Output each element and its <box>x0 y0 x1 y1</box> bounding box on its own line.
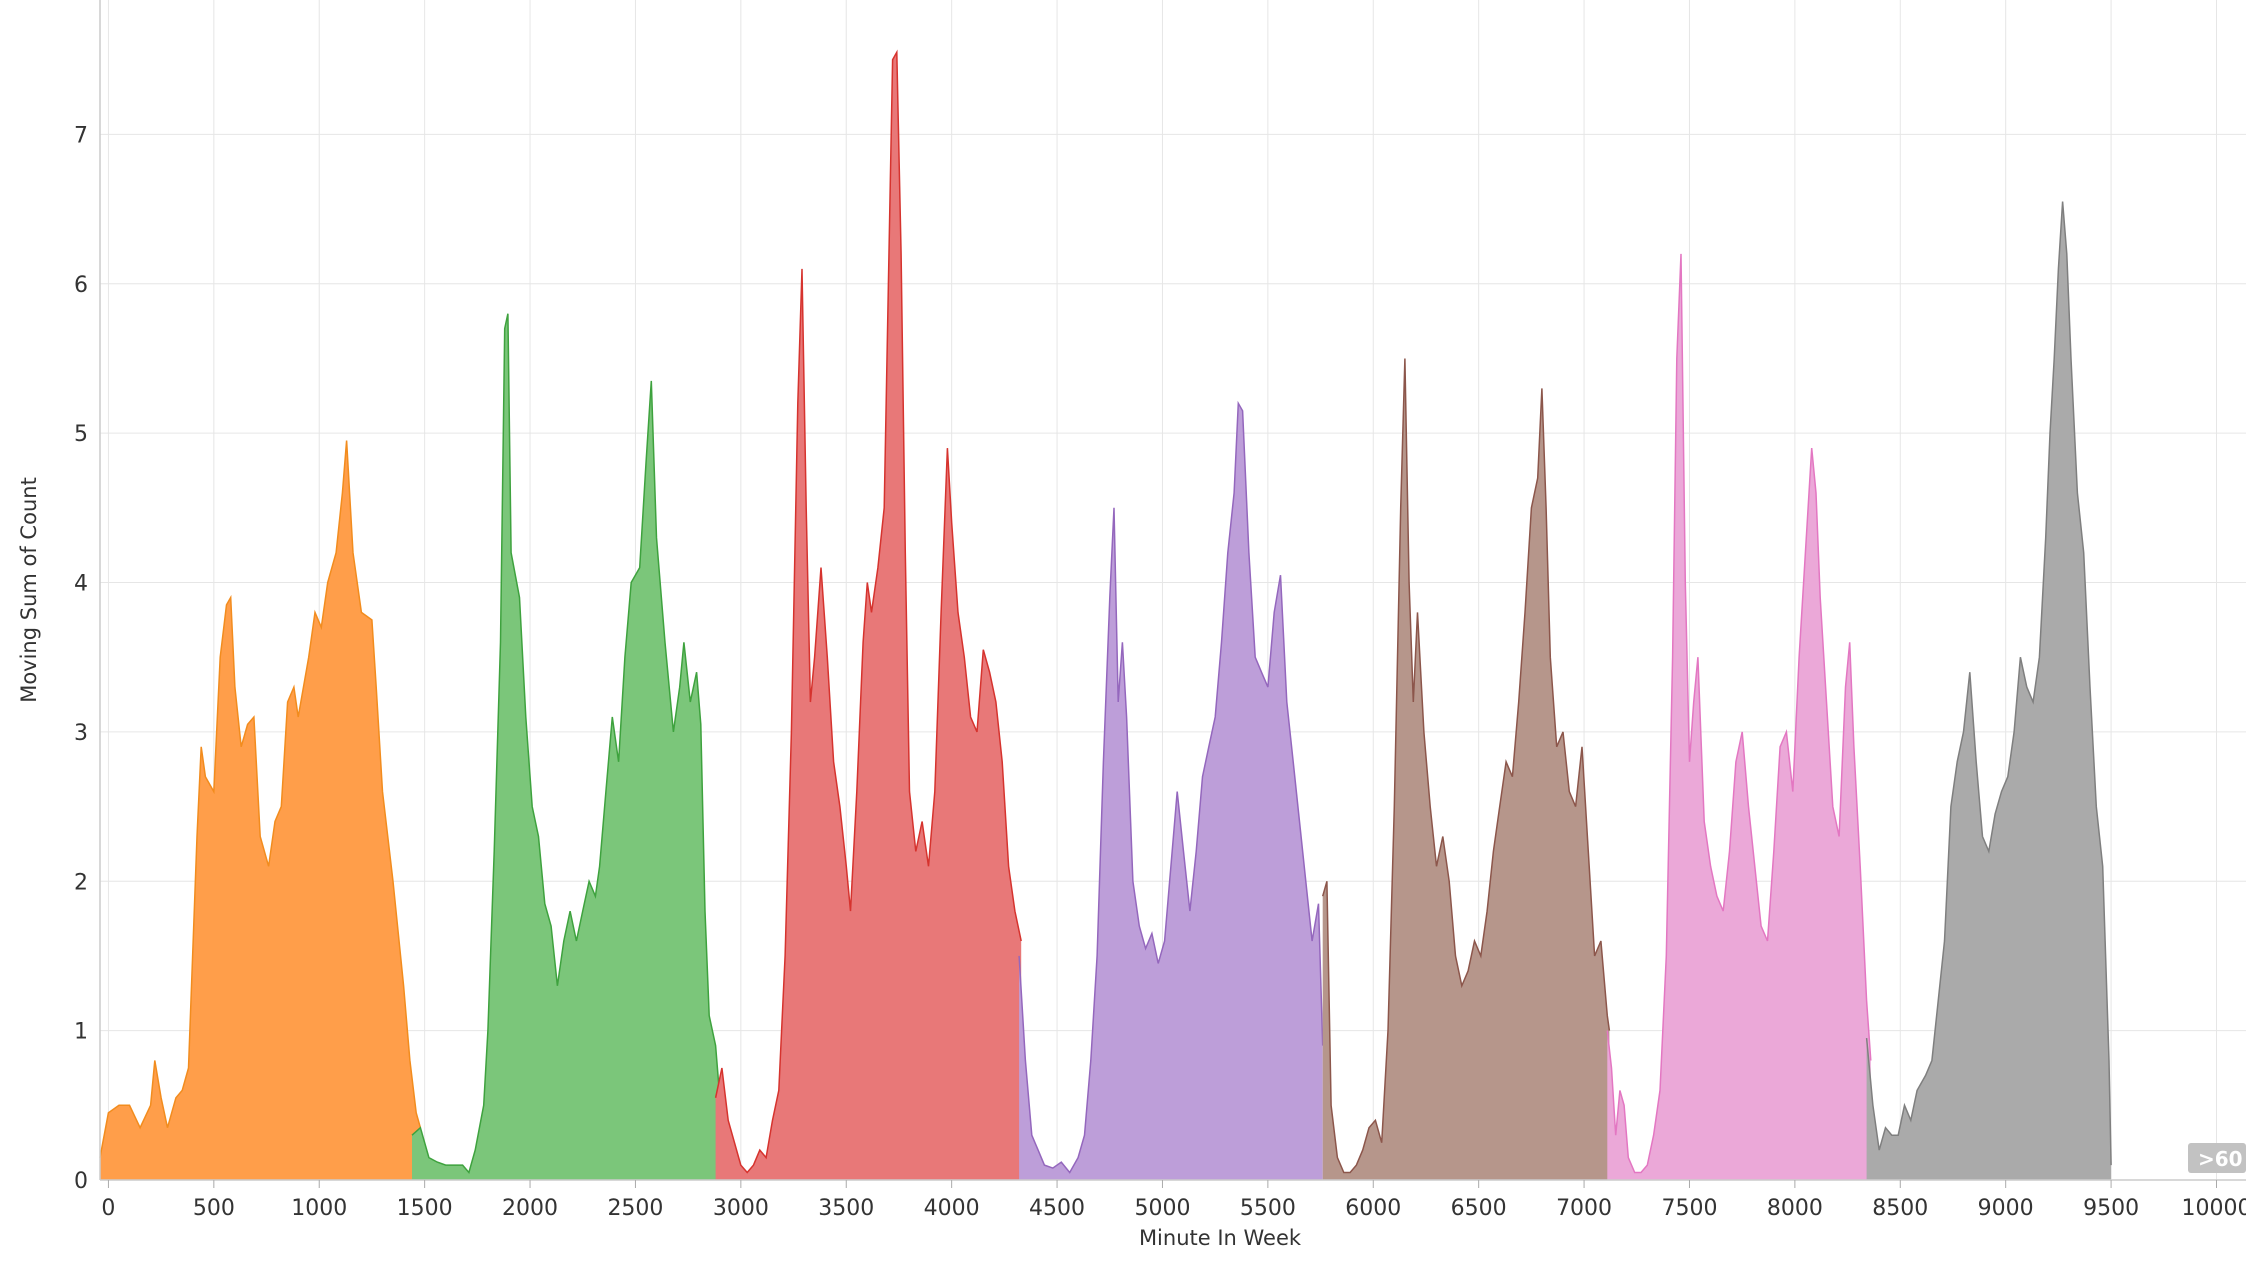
x-tick-label: 9000 <box>1978 1196 2034 1221</box>
x-tick-label: 7000 <box>1556 1196 1612 1221</box>
x-tick-label: 7500 <box>1661 1196 1717 1221</box>
y-tick-label: 6 <box>74 273 88 298</box>
series-line-1 <box>99 440 422 1158</box>
series-areas <box>99 49 2112 1181</box>
y-axis-title: Moving Sum of Count <box>17 477 41 703</box>
series-area-2 <box>412 313 720 1180</box>
x-axis-ticks: 0 500 1000 1500 2000 2500 3000 3500 4000 4500 5000… <box>101 1180 2246 1221</box>
series-line-4 <box>1018 400 1324 1174</box>
y-tick-label: 1 <box>74 1020 88 1045</box>
series-line-6 <box>1606 253 1872 1174</box>
series-line-2 <box>411 313 721 1175</box>
y-tick-label: 4 <box>74 572 88 597</box>
x-tick-label: 10000 <box>2181 1196 2246 1221</box>
series-area-7 <box>1866 201 2112 1181</box>
badge-background <box>2188 1143 2246 1173</box>
series-line-5 <box>1321 358 1611 1174</box>
series-area-3 <box>715 52 1022 1180</box>
x-tick-label: 2500 <box>607 1196 663 1221</box>
x-tick-label: 1000 <box>291 1196 347 1221</box>
badge-label: >60 <box>2198 1147 2243 1171</box>
y-tick-label: 7 <box>74 123 88 148</box>
x-tick-label: 6500 <box>1451 1196 1507 1221</box>
axes <box>99 0 2246 1181</box>
y-axis-ticks: 0 1 2 3 4 5 6 7 <box>74 123 88 1194</box>
badge: >60 <box>2188 1143 2246 1173</box>
series-area-4 <box>1019 403 1323 1180</box>
x-tick-label: 8000 <box>1767 1196 1823 1221</box>
x-axis-title: Minute In Week <box>1139 1226 1302 1250</box>
x-tick-label: 1500 <box>397 1196 453 1221</box>
y-tick-label: 3 <box>74 721 88 746</box>
x-tick-label: 3500 <box>818 1196 874 1221</box>
x-tick-label: 2000 <box>502 1196 558 1221</box>
x-tick-label: 500 <box>193 1196 235 1221</box>
x-tick-label: 5500 <box>1240 1196 1296 1221</box>
y-tick-label: 5 <box>74 422 88 447</box>
y-tick-label: 0 <box>74 1169 88 1194</box>
series-area-5 <box>1322 358 1610 1180</box>
x-tick-label: 6000 <box>1345 1196 1401 1221</box>
series-area-6 <box>1607 253 1871 1180</box>
x-tick-label: 4000 <box>924 1196 980 1221</box>
x-tick-label: 5000 <box>1134 1196 1190 1221</box>
series-area-1 <box>100 440 421 1181</box>
x-tick-label: 8500 <box>1872 1196 1928 1221</box>
x-tick-label: 3000 <box>713 1196 769 1221</box>
y-tick-label: 2 <box>74 870 88 895</box>
series-line-3 <box>714 49 1022 1174</box>
x-tick-label: 9500 <box>2083 1196 2139 1221</box>
series-line-7 <box>1865 201 2112 1166</box>
x-tick-label: 0 <box>101 1196 115 1221</box>
x-tick-label: 4500 <box>1029 1196 1085 1221</box>
